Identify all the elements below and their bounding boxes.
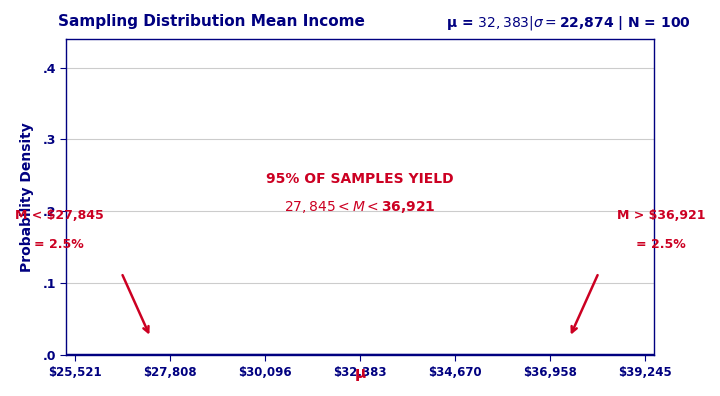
Text: μ: μ [354, 366, 366, 381]
Y-axis label: Probability Density: Probability Density [20, 122, 34, 272]
Text: 95% OF SAMPLES YIELD: 95% OF SAMPLES YIELD [266, 172, 454, 186]
Text: = 2.5%: = 2.5% [34, 238, 84, 251]
Text: M > $36,921: M > $36,921 [617, 209, 706, 222]
Text: = 2.5%: = 2.5% [636, 238, 686, 251]
Text: $27,845 < M < $36,921: $27,845 < M < $36,921 [284, 199, 436, 215]
Text: Sampling Distribution Mean Income: Sampling Distribution Mean Income [58, 14, 364, 29]
Text: M < $27,845: M < $27,845 [14, 209, 104, 222]
Text: μ = $32,383 | σ = $22,874 | N = 100: μ = $32,383 | σ = $22,874 | N = 100 [446, 14, 691, 32]
